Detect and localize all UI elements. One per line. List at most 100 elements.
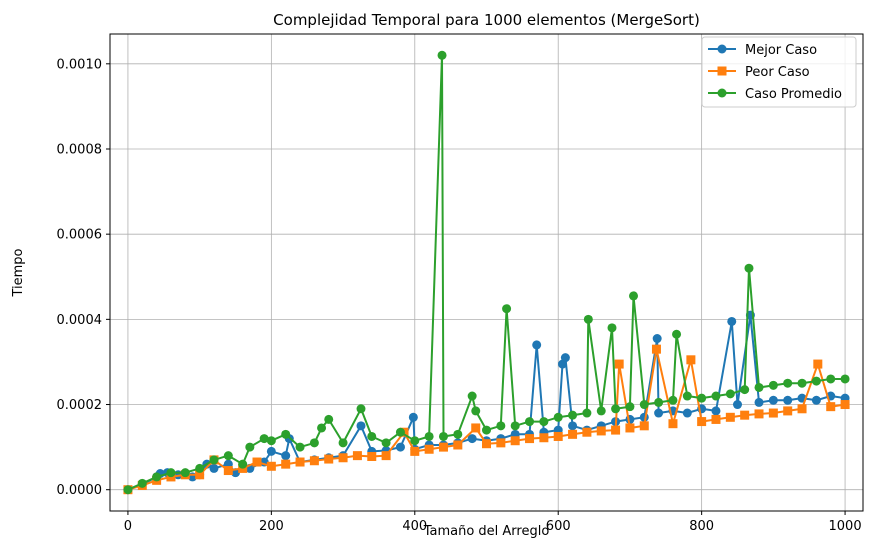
legend-label-peor-caso: Peor Caso <box>745 65 810 80</box>
x-axis-label: Tamaño del Arreglo <box>423 524 550 539</box>
data-point <box>607 323 617 333</box>
legend-label-caso-promedio: Caso Promedio <box>745 87 842 102</box>
data-point <box>338 438 348 448</box>
data-point <box>682 391 692 401</box>
series-layer <box>123 50 850 495</box>
data-point <box>611 404 621 414</box>
data-point <box>840 400 850 410</box>
data-point <box>152 472 162 482</box>
data-point <box>510 421 520 431</box>
data-point <box>496 438 506 448</box>
data-point <box>813 359 823 369</box>
data-point <box>525 434 535 444</box>
data-point <box>245 442 255 452</box>
data-point <box>137 478 147 488</box>
data-point <box>395 442 405 452</box>
data-point <box>553 412 563 422</box>
data-point <box>309 456 319 466</box>
data-point <box>295 442 305 452</box>
data-point <box>471 406 481 416</box>
data-point <box>797 378 807 388</box>
data-point <box>525 417 535 427</box>
data-point <box>424 431 434 441</box>
y-axis-label: Tiempo <box>11 248 26 297</box>
data-point <box>324 454 334 464</box>
data-point <box>740 385 750 395</box>
data-point <box>317 423 327 433</box>
x-tick-label: 0 <box>124 519 132 534</box>
data-point <box>123 485 133 495</box>
data-point <box>668 395 678 405</box>
data-point <box>783 395 793 405</box>
data-point <box>367 431 377 441</box>
data-point <box>768 408 778 418</box>
data-point <box>639 421 649 431</box>
data-point <box>754 409 764 419</box>
data-point <box>711 414 721 424</box>
data-point <box>744 263 754 273</box>
x-tick-label: 400 <box>402 519 427 534</box>
data-point <box>697 417 707 427</box>
data-point <box>223 466 233 476</box>
data-point <box>482 439 491 449</box>
data-point <box>654 397 664 407</box>
data-point <box>482 425 491 435</box>
y-tick-label: 0.0008 <box>57 142 103 157</box>
data-point <box>629 291 639 301</box>
data-point <box>532 340 542 350</box>
data-point <box>582 427 592 437</box>
data-point <box>596 426 606 436</box>
data-point <box>266 436 276 446</box>
data-point <box>811 395 821 405</box>
data-point <box>840 374 850 384</box>
data-point <box>711 391 721 401</box>
data-point <box>539 433 549 443</box>
legend-entry-peor-caso: Peor Caso <box>708 65 810 80</box>
x-tick-label: 800 <box>689 519 714 534</box>
data-point <box>180 468 190 478</box>
data-point <box>611 425 621 435</box>
data-point <box>266 446 276 456</box>
data-point <box>471 423 481 433</box>
legend-box <box>701 36 857 108</box>
y-tick-label: 0.0002 <box>57 398 103 413</box>
x-tick-label: 1000 <box>829 519 862 534</box>
data-point <box>686 355 696 365</box>
data-point <box>625 423 635 433</box>
data-point <box>408 412 418 422</box>
data-point <box>309 438 319 448</box>
data-point <box>195 463 205 473</box>
x-tick-label: 600 <box>546 519 571 534</box>
data-point <box>625 402 635 412</box>
data-point <box>614 359 624 369</box>
data-point <box>783 406 793 416</box>
legend-marker-caso-promedio <box>717 88 727 98</box>
data-point <box>502 304 512 314</box>
data-point <box>639 400 649 410</box>
data-point <box>733 400 742 410</box>
data-point <box>266 461 276 471</box>
axis-ticks: 0 200 400 600 800 1000 0.0000 0.0002 0.0004 0.000… <box>57 57 862 534</box>
y-tick-label: 0.0004 <box>57 313 103 328</box>
data-point <box>324 414 334 424</box>
data-point <box>356 421 366 431</box>
data-point <box>797 404 807 414</box>
data-point <box>259 434 269 444</box>
data-point <box>568 421 578 431</box>
data-point <box>295 457 305 467</box>
data-point <box>652 334 662 344</box>
legend-label-mejor-caso: Mejor Caso <box>745 43 817 58</box>
data-point <box>711 406 721 416</box>
data-point <box>367 451 377 461</box>
data-point <box>437 50 447 60</box>
data-point <box>281 459 291 469</box>
data-point <box>438 442 448 452</box>
data-point <box>553 431 563 441</box>
axes-frame <box>109 33 864 512</box>
chart-title: Complejidad Temporal para 1000 elementos… <box>273 11 700 29</box>
data-point <box>783 378 793 388</box>
data-point <box>510 436 520 446</box>
data-point <box>754 397 764 407</box>
data-point <box>209 463 219 473</box>
